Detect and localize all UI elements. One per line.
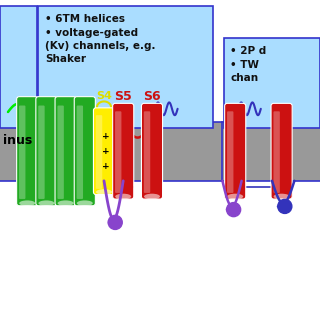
- FancyBboxPatch shape: [141, 103, 163, 199]
- FancyBboxPatch shape: [55, 97, 76, 206]
- Text: S6: S6: [143, 90, 161, 102]
- FancyBboxPatch shape: [74, 97, 95, 206]
- FancyBboxPatch shape: [273, 111, 280, 193]
- Ellipse shape: [77, 200, 93, 206]
- Text: +: +: [102, 162, 109, 171]
- FancyBboxPatch shape: [271, 103, 292, 199]
- Ellipse shape: [115, 194, 131, 199]
- Bar: [0, 122, 320, 181]
- Circle shape: [108, 215, 122, 229]
- FancyBboxPatch shape: [227, 111, 234, 193]
- Circle shape: [227, 203, 241, 217]
- Text: +: +: [102, 147, 109, 156]
- Ellipse shape: [38, 200, 54, 206]
- FancyBboxPatch shape: [225, 103, 246, 199]
- Text: • 6TM helices
• voltage-gated
(Kv) channels, e.g.
Shaker: • 6TM helices • voltage-gated (Kv) chann…: [45, 14, 155, 64]
- FancyBboxPatch shape: [38, 106, 45, 199]
- Text: • 2P d
• TW
chan: • 2P d • TW chan: [230, 46, 267, 83]
- FancyBboxPatch shape: [17, 97, 38, 206]
- FancyBboxPatch shape: [96, 115, 102, 189]
- Ellipse shape: [58, 200, 74, 206]
- Bar: [0, 6, 37, 128]
- FancyBboxPatch shape: [93, 108, 115, 195]
- FancyBboxPatch shape: [77, 106, 83, 199]
- Ellipse shape: [19, 200, 35, 206]
- Circle shape: [278, 199, 292, 213]
- Text: +: +: [102, 132, 109, 141]
- Bar: [38, 6, 213, 128]
- FancyBboxPatch shape: [58, 106, 64, 199]
- Ellipse shape: [227, 194, 243, 199]
- Ellipse shape: [96, 189, 112, 195]
- Text: S4: S4: [96, 91, 112, 101]
- FancyBboxPatch shape: [19, 106, 26, 199]
- FancyBboxPatch shape: [144, 111, 150, 193]
- FancyBboxPatch shape: [115, 111, 122, 193]
- FancyBboxPatch shape: [113, 103, 134, 199]
- Ellipse shape: [144, 194, 160, 199]
- Text: S5: S5: [114, 90, 132, 102]
- FancyBboxPatch shape: [36, 97, 57, 206]
- Bar: [224, 38, 320, 128]
- Text: inus: inus: [3, 134, 32, 147]
- Ellipse shape: [274, 194, 290, 199]
